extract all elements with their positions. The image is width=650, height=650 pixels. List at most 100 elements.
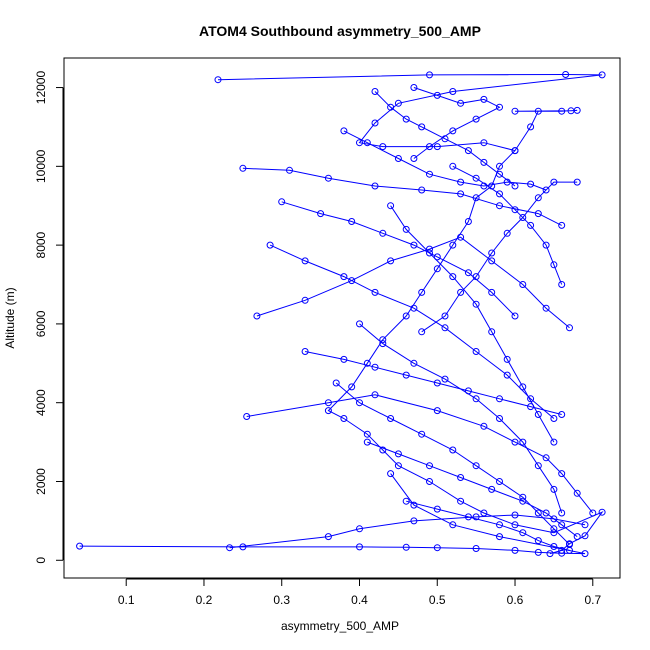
- data-point: [464, 147, 472, 155]
- data-point: [496, 170, 503, 178]
- data-point: [496, 202, 503, 210]
- data-point: [464, 513, 472, 521]
- data-point: [562, 71, 570, 78]
- data-point: [511, 511, 519, 519]
- data-point: [394, 99, 402, 107]
- data-point: [488, 485, 496, 493]
- data-point: [550, 438, 558, 446]
- data-point: [379, 229, 387, 237]
- data-point: [363, 359, 371, 367]
- y-tick-label: 4000: [34, 389, 48, 416]
- data-point: [317, 210, 325, 218]
- data-point: [496, 162, 503, 170]
- data-point: [449, 446, 457, 454]
- data-point: [356, 139, 363, 147]
- data-point: [496, 103, 503, 111]
- data-point: [527, 395, 535, 403]
- data-point: [488, 182, 496, 190]
- data-point: [488, 288, 496, 296]
- data-point: [534, 462, 542, 470]
- data-point: [410, 359, 418, 367]
- data-point: [581, 521, 589, 529]
- data-point: [371, 363, 379, 371]
- series-line: [269, 244, 555, 419]
- data-point: [534, 194, 542, 202]
- data-point: [573, 178, 581, 186]
- data-point: [511, 546, 519, 554]
- data-point: [550, 525, 558, 533]
- data-point: [573, 489, 581, 497]
- x-tick-label: 0.5: [429, 593, 446, 607]
- data-point: [426, 71, 433, 79]
- x-tick-label: 0.3: [273, 593, 290, 607]
- data-point: [348, 277, 356, 285]
- data-point: [558, 107, 566, 115]
- data-point: [363, 438, 371, 446]
- data-point: [433, 143, 441, 151]
- data-point: [457, 288, 465, 296]
- data-point: [542, 304, 550, 312]
- data-point: [488, 249, 496, 257]
- data-point: [426, 143, 433, 151]
- data-point: [387, 257, 395, 265]
- data-point: [472, 194, 480, 202]
- data-point: [433, 379, 441, 387]
- series-line: [229, 514, 586, 549]
- data-point: [472, 273, 480, 281]
- data-point: [433, 265, 441, 273]
- data-point: [266, 241, 274, 249]
- data-point: [426, 478, 433, 485]
- data-point: [550, 485, 558, 493]
- plot-frame: [63, 57, 621, 579]
- data-point: [332, 379, 340, 387]
- x-axis-label: asymmetry_500_AMP: [281, 619, 399, 633]
- data-point: [387, 202, 395, 210]
- data-point: [457, 233, 465, 241]
- data-point: [534, 107, 542, 115]
- data-point: [441, 324, 449, 332]
- data-point: [418, 430, 426, 438]
- data-point: [301, 257, 309, 265]
- data-point: [449, 241, 457, 249]
- x-axis: 0.1 0.2 0.3 0.4 0.5 0.6 0.7: [118, 578, 601, 607]
- series-line: [281, 201, 516, 317]
- data-point: [480, 182, 488, 190]
- data-point: [527, 221, 535, 229]
- data-point: [503, 178, 511, 186]
- data-point: [511, 147, 519, 155]
- data-point: [558, 411, 566, 418]
- data-point: [410, 517, 418, 525]
- data-point: [286, 166, 293, 174]
- data-point: [410, 155, 418, 162]
- data-point: [464, 387, 472, 395]
- y-tick-label: 0: [34, 557, 48, 564]
- data-point: [496, 478, 503, 485]
- y-tick-label: 6000: [34, 310, 48, 337]
- data-point: [418, 328, 426, 336]
- x-tick-label: 0.1: [118, 593, 135, 607]
- series-line: [367, 441, 578, 537]
- data-point: [542, 186, 550, 194]
- data-point: [379, 336, 387, 344]
- data-point: [348, 383, 356, 391]
- data-point: [324, 174, 332, 182]
- data-point: [371, 391, 379, 399]
- series-line: [305, 351, 562, 415]
- data-point: [480, 422, 488, 430]
- data-point: [527, 180, 535, 188]
- data-point: [550, 415, 558, 422]
- data-point: [566, 324, 573, 332]
- series-lines: [79, 73, 604, 555]
- y-tick-label: 2000: [34, 468, 48, 495]
- x-tick-label: 0.6: [507, 593, 524, 607]
- data-point: [410, 304, 418, 312]
- data-point: [371, 288, 379, 296]
- data-point: [239, 543, 247, 551]
- data-point: [472, 462, 480, 470]
- data-point: [511, 107, 519, 115]
- data-point: [558, 521, 566, 529]
- data-point: [433, 407, 441, 415]
- y-axis: 0 2000 4000 6000 8000 10000 12000: [34, 71, 64, 564]
- data-point: [433, 253, 441, 261]
- data-point: [340, 273, 348, 281]
